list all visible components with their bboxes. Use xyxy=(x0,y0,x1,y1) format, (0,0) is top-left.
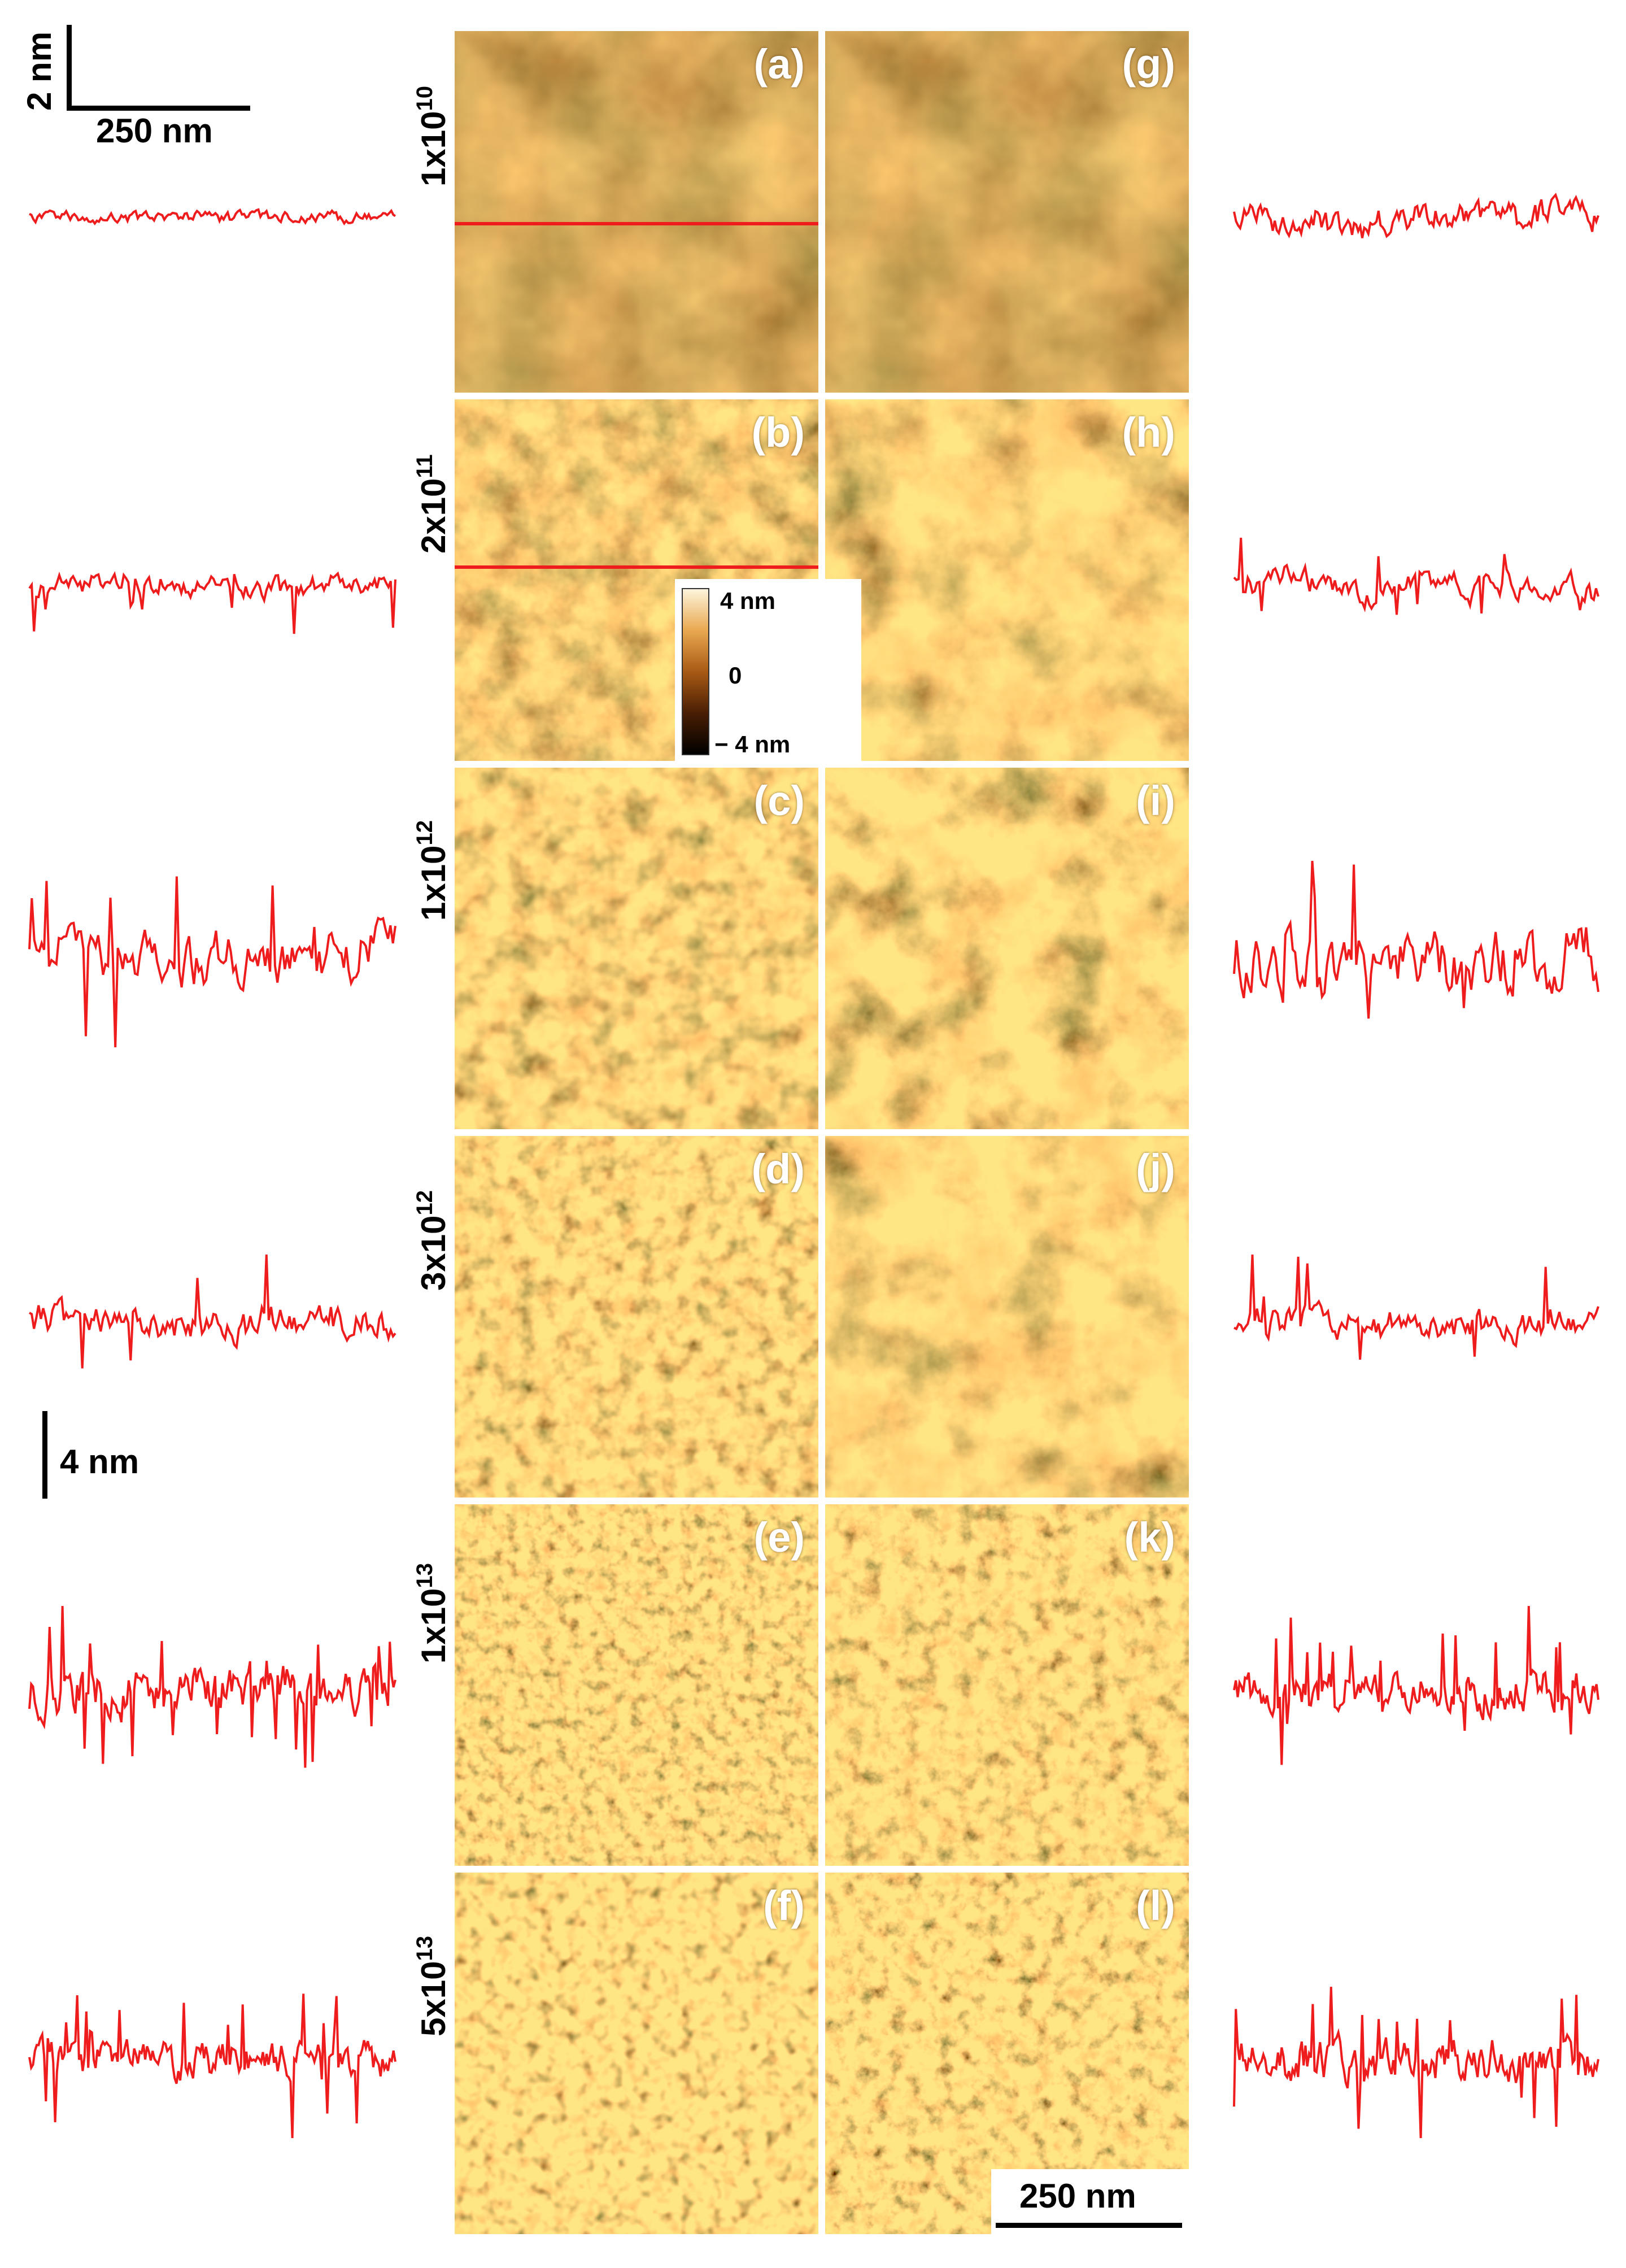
height-profile-left-5 xyxy=(28,1605,396,1768)
afm-panel-e: (e) xyxy=(455,1504,818,1866)
afm-panel-f: (f) xyxy=(455,1873,818,2234)
height-profile-left-3 xyxy=(28,876,396,1048)
afm-panel-c: (c) xyxy=(455,768,818,1129)
afm-panel-h: (h) xyxy=(825,399,1189,761)
panel-label-d: (d) xyxy=(751,1146,805,1192)
height-profile-right-2 xyxy=(1233,537,1599,615)
height-profile-right-3 xyxy=(1233,860,1599,1019)
colorbar-gradient xyxy=(682,588,709,755)
scale-label-250nm-top: 250 nm xyxy=(96,112,213,150)
panel-label-k: (k) xyxy=(1124,1514,1175,1561)
scale-bar-horizontal-250nm-top xyxy=(67,106,250,111)
afm-panel-d: (d) xyxy=(455,1136,818,1498)
scale-label-250nm-bottom: 250 nm xyxy=(1019,2177,1136,2215)
afm-panel-a: (a) xyxy=(455,31,818,393)
height-profile-right-5 xyxy=(1233,1605,1599,1765)
colorbar-min-label: − 4 nm xyxy=(714,731,791,758)
height-profile-left-4 xyxy=(29,1254,396,1369)
height-profile-left-6 xyxy=(28,1993,396,2139)
scale-bar-vertical-4nm xyxy=(42,1411,47,1499)
scale-bar-horizontal-250nm-bottom xyxy=(996,2223,1182,2228)
panel-label-a: (a) xyxy=(753,41,805,88)
height-profile-right-1 xyxy=(1233,193,1599,238)
panel-label-i: (i) xyxy=(1136,777,1175,824)
colorbar: 4 nm 0 − 4 nm xyxy=(675,579,861,763)
panel-label-f: (f) xyxy=(763,1882,805,1929)
panel-label-g: (g) xyxy=(1122,41,1176,88)
scale-label-4nm: 4 nm xyxy=(60,1443,140,1481)
panel-label-e: (e) xyxy=(753,1514,805,1561)
afm-panel-i: (i) xyxy=(825,768,1189,1129)
afm-panel-j: (j) xyxy=(825,1136,1189,1498)
line-scan-marker-b xyxy=(455,565,818,569)
line-scan-marker-a xyxy=(455,222,818,225)
afm-image-grid: (a) (b) (c) (d) (e) (f) (g) (h) (i) (j) (k) (l) xyxy=(455,31,1191,2265)
height-profile-left-1 xyxy=(29,208,396,226)
panel-label-l: (l) xyxy=(1136,1882,1175,1929)
afm-panel-k: (k) xyxy=(825,1504,1189,1866)
scale-bar-vertical-2nm xyxy=(67,25,72,111)
scale-bar-bottom-box xyxy=(991,2169,1191,2265)
panel-label-b: (b) xyxy=(751,409,805,456)
colorbar-mid-label: 0 xyxy=(729,662,742,689)
panel-label-j: (j) xyxy=(1136,1146,1175,1192)
height-profile-right-4 xyxy=(1233,1254,1599,1360)
panel-label-c: (c) xyxy=(753,777,805,824)
colorbar-max-label: 4 nm xyxy=(720,587,776,614)
panel-label-h: (h) xyxy=(1122,409,1176,456)
height-profile-left-2 xyxy=(28,571,396,634)
afm-panel-g: (g) xyxy=(825,31,1189,393)
height-profile-right-6 xyxy=(1233,1987,1599,2139)
